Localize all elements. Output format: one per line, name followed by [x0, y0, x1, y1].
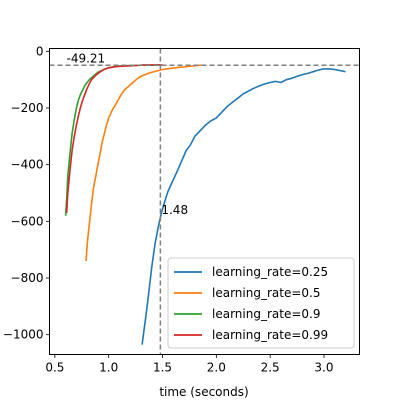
y-tick-label: 0 — [36, 44, 44, 58]
legend: learning_rate=0.25 learning_rate=0.5learn… — [168, 258, 354, 348]
x-axis-label: time (seconds) — [159, 385, 248, 399]
legend-label: learning_rate=0.9 — [212, 307, 320, 321]
legend-label: learning_rate=0.99 — [212, 328, 328, 342]
x-tick-label: 3.0 — [314, 361, 333, 375]
y-tick-label: −800 — [11, 271, 44, 285]
x-tick-label: 2.0 — [207, 361, 226, 375]
y-tick-label: −200 — [11, 101, 44, 115]
y-tick-label: −1000 — [3, 328, 44, 342]
legend-label: learning_rate=0.25 — [212, 265, 328, 279]
legend-label: learning_rate=0.5 — [212, 286, 320, 300]
x-tick-label: 1.5 — [153, 361, 172, 375]
x-tick-label: 0.5 — [45, 361, 64, 375]
vertical-reference-label: 1.48 — [161, 203, 188, 217]
y-tick-label: −600 — [11, 214, 44, 228]
y-tick-label: −400 — [11, 158, 44, 172]
horizontal-reference-label: -49.21 — [67, 51, 106, 65]
x-tick-label: 2.5 — [261, 361, 280, 375]
x-tick-label: 1.0 — [99, 361, 118, 375]
